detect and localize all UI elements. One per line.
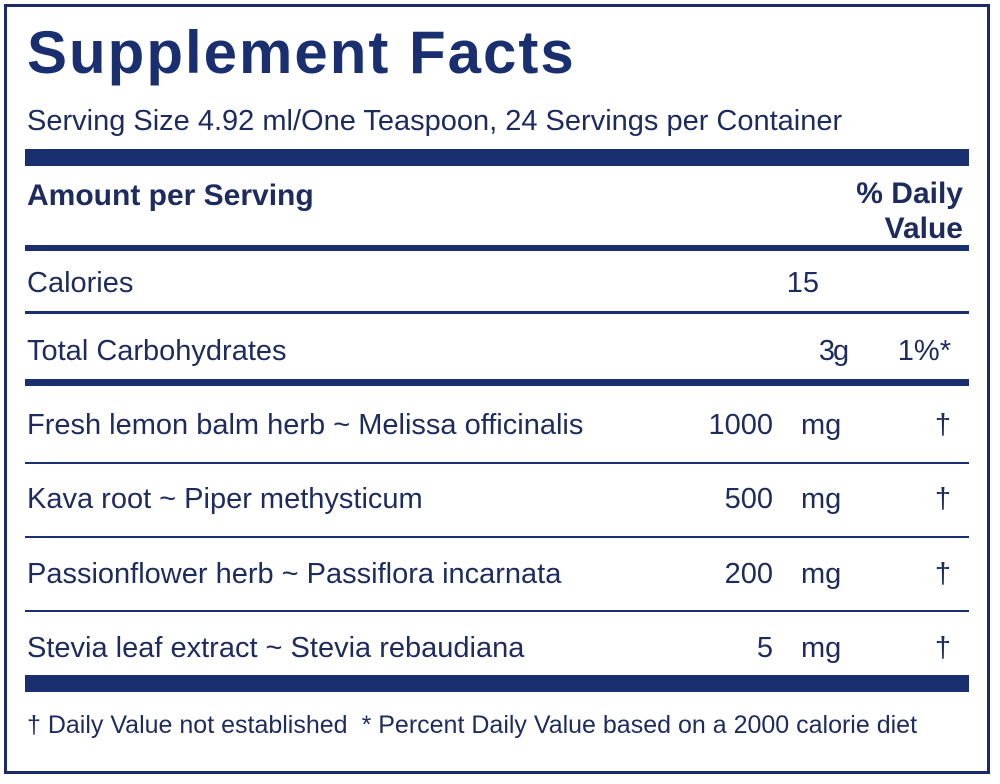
amount: 1000	[708, 409, 773, 441]
unit: mg	[801, 483, 842, 515]
ingredient-name: Passionflower herb ~ Passiflora incarnat…	[27, 558, 562, 590]
daily-value: †	[934, 632, 951, 664]
rule	[25, 610, 969, 612]
daily-value-header: % Daily Value	[856, 177, 963, 245]
ingredient-name: Calories	[27, 267, 134, 299]
rule	[25, 462, 969, 464]
amount: 3	[818, 335, 835, 367]
ingredient-name: Total Carbohydrates	[27, 335, 287, 367]
rule	[25, 536, 969, 538]
serving-info: Serving Size 4.92 ml/One Teaspoon, 24 Se…	[27, 105, 843, 137]
rule	[25, 311, 969, 314]
amount-header: Amount per Serving	[27, 179, 314, 212]
ingredient-name: Fresh lemon balm herb ~ Melissa officina…	[27, 409, 584, 441]
daily-value: 1%*	[897, 335, 951, 367]
ingredient-name: Stevia leaf extract ~ Stevia rebaudiana	[27, 632, 525, 664]
footnote: † Daily Value not established	[27, 711, 348, 739]
amount: 500	[724, 483, 773, 515]
rule	[25, 245, 969, 251]
unit: mg	[801, 632, 842, 664]
amount: 5	[756, 632, 773, 664]
rule	[25, 379, 969, 386]
rule	[25, 675, 969, 692]
unit: mg	[801, 409, 842, 441]
ingredient-name: Kava root ~ Piper methysticum	[27, 483, 423, 515]
footnote: * Percent Daily Value based on a 2000 ca…	[361, 711, 918, 739]
amount: 200	[724, 558, 773, 590]
title: Supplement Facts	[27, 19, 576, 86]
daily-value: †	[934, 409, 951, 441]
supplement-facts-label: Supplement Facts Serving Size 4.92 ml/On…	[4, 4, 990, 774]
footnotes: † Daily Value not established * Percent D…	[27, 713, 917, 738]
thick-rule	[25, 149, 969, 166]
unit: mg	[801, 558, 842, 590]
amount: 15	[786, 267, 819, 299]
daily-value: †	[934, 558, 951, 590]
daily-value: †	[934, 483, 951, 515]
unit: g	[833, 335, 850, 367]
